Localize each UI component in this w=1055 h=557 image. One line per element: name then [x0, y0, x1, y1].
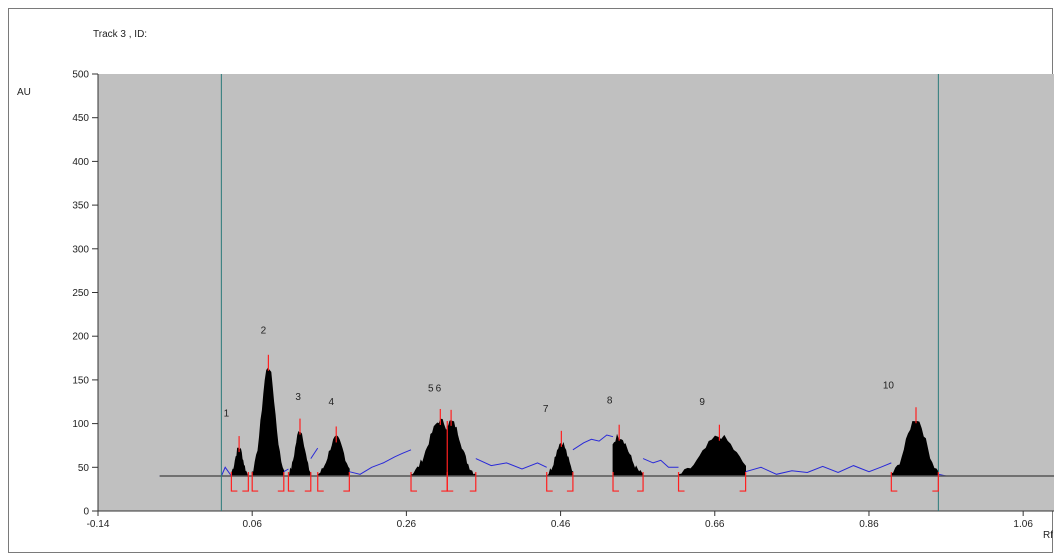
- x-tick-label: 0.06: [242, 519, 262, 530]
- peak-boundary-marker: [469, 472, 477, 492]
- peak-boundary-marker: [410, 472, 418, 492]
- y-tick-label: 200: [72, 332, 89, 343]
- trace-segment: [642, 458, 679, 468]
- x-tick-label: 0.26: [397, 519, 417, 530]
- peak-boundary-marker: [637, 472, 644, 492]
- peak-fills: [231, 367, 939, 477]
- peak-boundary-marker: [251, 472, 259, 492]
- peak-boundary-marker: [739, 472, 747, 492]
- peak-labels: 1 2 3 4 5 6 7 8 9 10: [224, 326, 895, 420]
- peak-label-2: 2: [261, 326, 267, 337]
- trace-segment: [572, 434, 614, 451]
- y-tick-label: 0: [83, 507, 89, 518]
- peak-boundary-marker: [230, 472, 238, 492]
- x-tick-label: 1.06: [1013, 519, 1033, 530]
- peak-label-9: 9: [699, 397, 705, 408]
- x-axis-label: Rf: [1043, 530, 1053, 541]
- peak-label-4: 4: [329, 397, 335, 408]
- peak-label-10: 10: [883, 381, 895, 392]
- peak-5-fill: [410, 418, 448, 477]
- x-axis: -0.14 0.06 0.26 0.46 0.66 0.86 1.06: [87, 510, 1054, 530]
- peak-boundary-marker: [317, 472, 324, 492]
- peak-label-8: 8: [607, 395, 613, 406]
- peak-boundary-marker: [612, 472, 620, 492]
- x-tick-label: 0.86: [859, 519, 879, 530]
- peak-boundary-marker: [287, 472, 295, 492]
- y-tick-label: 150: [72, 375, 89, 386]
- plot-area: [98, 74, 1054, 511]
- peak-boundary-marker: [242, 472, 249, 492]
- y-tick-label: 400: [72, 157, 89, 168]
- chart-title: Track 3 , ID:: [93, 29, 147, 40]
- x-tick-label: -0.14: [87, 519, 110, 530]
- y-axis-label: AU: [17, 87, 31, 98]
- peak-8-fill: [612, 433, 644, 477]
- trace-segment: [349, 449, 412, 475]
- y-tick-label: 300: [72, 244, 89, 255]
- peak-boundary-marker: [890, 472, 898, 492]
- peak-boundary-marker: [546, 472, 553, 492]
- trace-segment: [283, 468, 289, 473]
- y-tick-label: 500: [72, 70, 89, 81]
- peak-label-7: 7: [543, 404, 549, 415]
- peak-7-fill: [546, 442, 574, 477]
- peak-1-fill: [231, 447, 249, 477]
- peak-4-fill: [317, 435, 350, 477]
- y-tick-label: 450: [72, 113, 89, 124]
- trace-segment: [745, 462, 892, 475]
- peak-label-3: 3: [295, 392, 301, 403]
- y-tick-label: 100: [72, 419, 89, 430]
- peak-boundary-marker: [677, 472, 685, 492]
- trace-segment: [310, 447, 319, 459]
- peak-label-6: 6: [436, 383, 442, 394]
- chart-frame: Track 3 , ID: AU Rf 0 50 100 150 200 250 300 35…: [8, 8, 1054, 553]
- y-tick-label: 350: [72, 201, 89, 212]
- peak-boundary-marker: [304, 472, 312, 492]
- peak-label-1: 1: [224, 409, 230, 420]
- peak-boundary-marker: [932, 472, 939, 492]
- densitogram-chart: Track 3 , ID: AU Rf 05010015020025030035…: [17, 29, 1054, 541]
- y-tick-label: 50: [78, 463, 90, 474]
- y-tick-label: 250: [72, 288, 89, 299]
- trace-segment: [475, 458, 547, 470]
- peak-9-fill: [678, 434, 746, 477]
- x-tick-label: 0.46: [551, 519, 571, 530]
- y-axis: 0 50 100 150 200 250 300 350 400 450 500: [72, 70, 99, 518]
- peak-markers: [230, 354, 939, 492]
- peak-boundary-marker: [343, 472, 350, 492]
- x-tick-label: 0.66: [705, 519, 725, 530]
- peak-label-5: 5: [428, 383, 434, 394]
- peak-boundary-marker: [277, 472, 285, 492]
- peak-boundary-marker: [566, 472, 574, 492]
